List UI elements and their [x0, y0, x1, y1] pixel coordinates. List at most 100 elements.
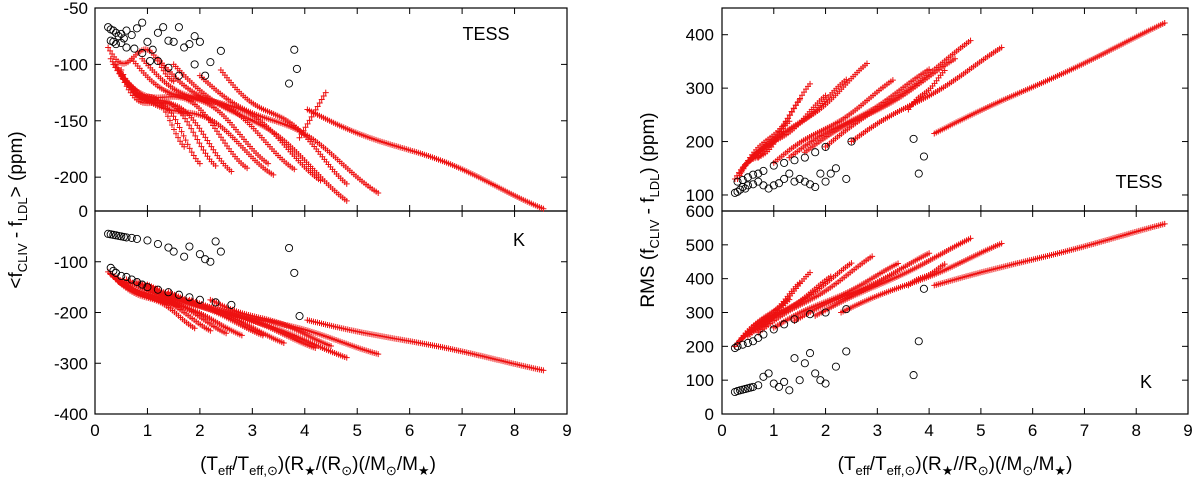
- series-point-circle: [131, 45, 138, 52]
- series-point-circle: [207, 59, 214, 66]
- series-point-circle: [920, 285, 927, 292]
- series-point-circle: [228, 301, 235, 308]
- series-point-circle: [144, 237, 151, 244]
- y-tick-label: -400: [54, 405, 88, 424]
- series-point-circle: [291, 269, 298, 276]
- y-tick-label: 400: [686, 270, 714, 289]
- x-tick-label: 0: [717, 421, 726, 440]
- y-tick-label: 200: [686, 133, 714, 152]
- series-point-circle: [181, 44, 188, 51]
- series-point-circle: [822, 380, 829, 387]
- series-point-circle: [165, 244, 172, 251]
- series-point-circle: [760, 373, 767, 380]
- series-point-circle: [832, 165, 839, 172]
- x-tick-label: 4: [924, 421, 933, 440]
- series-point-circle: [812, 149, 819, 156]
- y-tick-label: 0: [705, 405, 714, 424]
- series-point-circle: [128, 31, 135, 38]
- x-tick-label: 4: [300, 421, 309, 440]
- series-point-circle: [817, 377, 824, 384]
- y-tick-label: -200: [54, 168, 88, 187]
- series-point-circle: [786, 170, 793, 177]
- x-tick-label: 8: [510, 421, 519, 440]
- series-point-circle: [144, 38, 151, 45]
- series-point-circle: [812, 370, 819, 377]
- x-tick-label: 2: [195, 421, 204, 440]
- series-point-circle: [191, 33, 198, 40]
- series-point-circle: [781, 159, 788, 166]
- series-point-circle: [843, 348, 850, 355]
- series-point-circle: [123, 44, 130, 51]
- right-y-axis-label: RMS (fCLIV - fLDL) (ppm): [638, 112, 662, 307]
- series-point-circle: [175, 24, 182, 31]
- x-tick-label: 8: [1131, 421, 1140, 440]
- series-point-circle: [133, 25, 140, 32]
- x-tick-label: 0: [90, 421, 99, 440]
- y-tick-label: -200: [54, 304, 88, 323]
- x-tick-label: 7: [457, 421, 466, 440]
- series-point-circle: [186, 243, 193, 250]
- right-x-axis-label: (Teff/Teff,⊙)(R★//R⊙)(/M⊙/M★): [838, 454, 1073, 478]
- series-point-circle: [915, 170, 922, 177]
- series-point-circle: [196, 38, 203, 45]
- series-point-circle: [154, 240, 161, 247]
- y-tick-label: 600: [686, 202, 714, 221]
- x-tick-label: 2: [821, 421, 830, 440]
- series-point-circle: [296, 312, 303, 319]
- x-tick-label: 6: [405, 421, 414, 440]
- panel-label-mean-tess: TESS: [462, 24, 509, 44]
- series-point-circle: [217, 248, 224, 255]
- panel-label-mean-k: K: [513, 230, 525, 250]
- series-point-circle: [791, 355, 798, 362]
- series-point-circle: [128, 234, 135, 241]
- series-point-circle: [146, 57, 153, 64]
- y-tick-label: -50: [63, 0, 88, 18]
- left-y-axis-label: <fCLIV - fLDL> (ppm): [6, 131, 30, 288]
- x-tick-label: 5: [976, 421, 985, 440]
- series-point-circle: [817, 170, 824, 177]
- series-point-circle: [765, 185, 772, 192]
- y-tick-label: 100: [686, 371, 714, 390]
- panel-frame-mean-k: [95, 211, 567, 414]
- series-point-circle: [154, 29, 161, 36]
- series-point-circle: [217, 47, 224, 54]
- y-tick-label: 0: [79, 202, 88, 221]
- series-point-circle: [760, 182, 767, 189]
- series-point-circle: [170, 38, 177, 45]
- x-tick-label: 5: [352, 421, 361, 440]
- series-point-circle: [770, 380, 777, 387]
- series-point-circle: [910, 135, 917, 142]
- panel-label-rms-tess: TESS: [1115, 172, 1162, 192]
- series-point-circle: [910, 371, 917, 378]
- x-tick-label: 9: [562, 421, 571, 440]
- series-point-circle: [832, 363, 839, 370]
- series-point-circle: [781, 378, 788, 385]
- series-point-circle: [786, 387, 793, 394]
- series-point-circle: [285, 244, 292, 251]
- x-tick-label: 7: [1080, 421, 1089, 440]
- y-tick-label: 300: [686, 304, 714, 323]
- y-tick-label: 200: [686, 337, 714, 356]
- series-point-circle: [133, 235, 140, 242]
- series-point-circle: [212, 238, 219, 245]
- series-point-circle: [291, 46, 298, 53]
- series-point-circle: [806, 350, 813, 357]
- series-point-circle: [170, 248, 177, 255]
- series-point-circle: [843, 175, 850, 182]
- y-tick-label: 300: [686, 79, 714, 98]
- series-point-circle: [160, 24, 167, 31]
- series-point-circle: [796, 377, 803, 384]
- x-tick-label: 3: [873, 421, 882, 440]
- series-point-circle: [760, 331, 767, 338]
- series-point-circle: [915, 338, 922, 345]
- series-point-circle: [801, 360, 808, 367]
- series-point-circle: [920, 153, 927, 160]
- panel-label-rms-k: K: [1140, 372, 1152, 392]
- left-x-axis-label: (Teff/Teff,⊙)(R★/(R⊙)(/M⊙/M★): [200, 454, 436, 478]
- series-point-circle: [139, 19, 146, 26]
- y-tick-label: -300: [54, 354, 88, 373]
- series-point-circle: [181, 253, 188, 260]
- figure: TESS K TESS K <fCLIV - fLDL> (ppm) RMS (…: [0, 0, 1200, 481]
- x-tick-label: 6: [1028, 421, 1037, 440]
